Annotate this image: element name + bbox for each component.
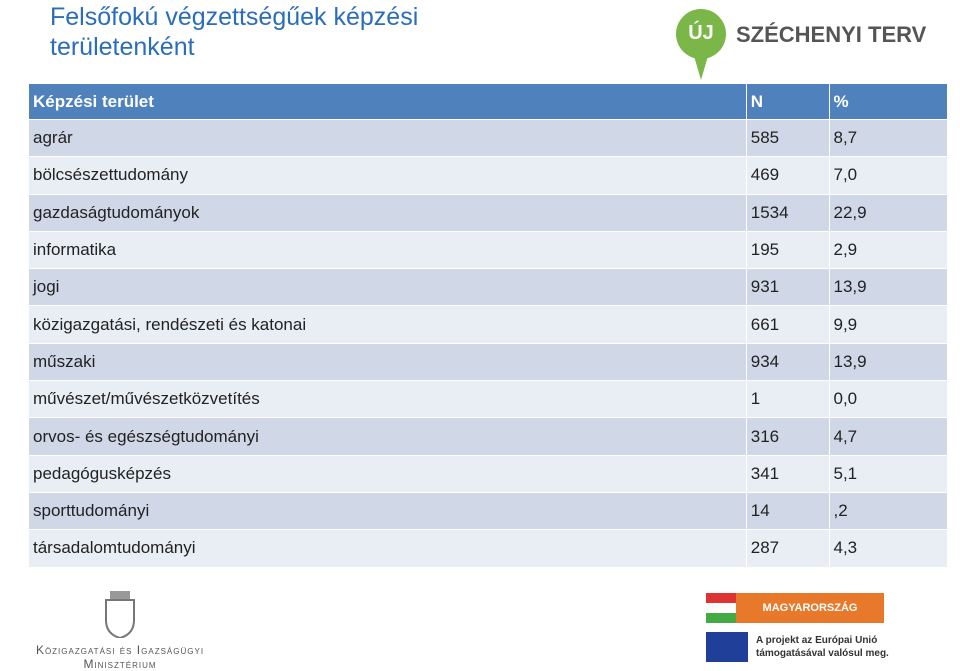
- title-line: Felsőfokú végzettségűek képzési: [50, 3, 419, 31]
- cell: társadalomtudományi: [28, 529, 747, 568]
- cell: N: [745, 83, 830, 120]
- cell: 4,7: [828, 417, 948, 456]
- eu-line: támogatásával valósul meg.: [756, 648, 889, 659]
- ministry-line: Közigazgatási és Igazságügyi: [35, 643, 205, 657]
- cell: 5,1: [828, 454, 948, 493]
- flag: [706, 593, 736, 623]
- coat-of-arms: [105, 591, 135, 640]
- cell: bölcsészettudomány: [28, 156, 747, 195]
- logo-badge: ÚJ: [688, 22, 714, 44]
- table-row: műszaki 934 13,9: [28, 342, 948, 382]
- cell: 661: [745, 305, 830, 344]
- cell: közigazgatási, rendészeti és katonai: [28, 305, 747, 344]
- cell: 316: [745, 417, 830, 456]
- cell: 1: [745, 380, 830, 419]
- table-row: bölcsészettudomány 469 7,0: [28, 156, 948, 195]
- title-line: területenként: [50, 33, 195, 61]
- cell: 469: [745, 156, 830, 195]
- cell: művészet/művészetközvetítés: [28, 380, 747, 419]
- cell: jogi: [28, 268, 747, 307]
- cell: gazdaságtudományok: [28, 193, 747, 232]
- table-row: közigazgatási, rendészeti és katonai 661 9…: [28, 305, 948, 344]
- table-row: pedagógusképzés 341 5,1: [28, 454, 948, 493]
- cell: 14: [745, 491, 830, 531]
- cell: műszaki: [28, 342, 747, 382]
- table-row: orvos- és egészségtudományi 316 4,7: [28, 417, 948, 456]
- cell: 7,0: [828, 156, 948, 195]
- eu-text: A projekt az Európai Unió támogatásával …: [756, 634, 889, 660]
- table-row: gazdaságtudományok 1534 22,9: [28, 193, 948, 232]
- eu-flag: [706, 632, 748, 662]
- data-table: Képzési terület N% agrár 585 8,7 bölcsészettu…: [28, 83, 948, 568]
- cell: ,2: [828, 491, 948, 531]
- banner: MAGYARORSZÁG MEGÚJUL: [706, 593, 884, 644]
- banner-text: MAGYARORSZÁG MEGÚJUL: [736, 593, 884, 644]
- eu-line: A projekt az Európai Unió: [756, 635, 878, 646]
- ministry-logo: Közigazgatási és Igazságügyi Minisztériu…: [20, 588, 220, 671]
- cell: Képzési terület: [28, 83, 747, 120]
- cell: %: [828, 83, 948, 120]
- logo: ÚJ SZÉCHENYI TERV: [676, 6, 956, 82]
- table-row: jogi 931 13,9: [28, 268, 948, 307]
- cell: 287: [745, 529, 830, 568]
- logo-text: SZÉCHENYI TERV: [736, 22, 927, 47]
- table-row: művészet/művészetközvetítés 1 0,0: [28, 380, 948, 419]
- cell: 9,9: [828, 305, 948, 344]
- cell: 934: [745, 342, 830, 382]
- cell: 13,9: [828, 268, 948, 307]
- cell: 4,3: [828, 529, 948, 568]
- cell: orvos- és egészségtudományi: [28, 417, 747, 456]
- cell: 0,0: [828, 380, 948, 419]
- cell: 22,9: [828, 193, 948, 232]
- cell: 195: [745, 230, 830, 270]
- header-row: Képzési terület N%: [28, 83, 948, 120]
- cell: informatika: [28, 230, 747, 270]
- cell: pedagógusképzés: [28, 454, 747, 493]
- title: Felsőfokú végzettségűek képzési területe…: [50, 2, 418, 62]
- cell: 2,9: [828, 230, 948, 270]
- cell: 1534: [745, 193, 830, 232]
- cell: 13,9: [828, 342, 948, 382]
- table-row: sporttudományi 14,2: [28, 491, 948, 531]
- logo-badge-shape: [676, 9, 726, 80]
- table-row: agrár 585 8,7: [28, 118, 948, 158]
- cell: 931: [745, 268, 830, 307]
- cell: 341: [745, 454, 830, 493]
- cell: 8,7: [828, 118, 948, 158]
- cell: 585: [745, 118, 830, 158]
- cell: sporttudományi: [28, 491, 747, 531]
- table-row: informatika 195 2,9: [28, 230, 948, 270]
- table-row: társadalomtudományi 287 4,3: [28, 529, 948, 568]
- cell: agrár: [28, 118, 747, 158]
- ministry-line: Minisztérium: [83, 657, 157, 671]
